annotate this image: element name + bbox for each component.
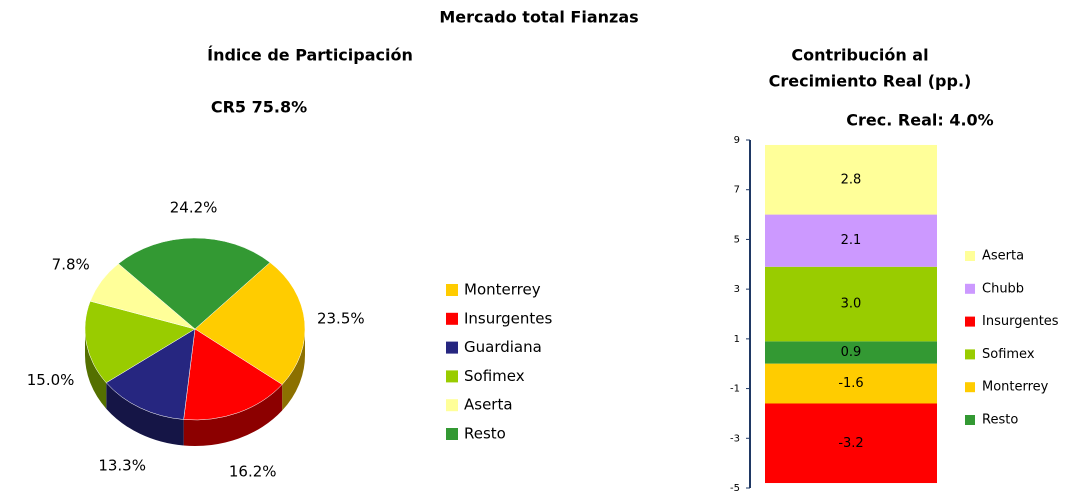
- legend-label: Aserta: [982, 249, 1024, 264]
- bar-segment: [765, 144, 937, 215]
- bar-segment: [765, 266, 937, 342]
- bar-title: Contribución al: [791, 46, 928, 65]
- pie-label: 13.3%: [98, 456, 146, 474]
- y-tick-label: 7: [734, 185, 740, 196]
- y-tick-label: -5: [730, 483, 740, 492]
- pie-slice: [84, 300, 196, 384]
- pie-side: [106, 382, 184, 446]
- pie-side: [85, 329, 107, 409]
- y-tick-label: 1: [734, 334, 740, 345]
- pie-label: 16.2%: [229, 463, 277, 481]
- legend-label: Monterrey: [464, 281, 541, 299]
- legend-swatch: [965, 415, 975, 425]
- legend-swatch: [446, 341, 458, 354]
- legend-label: Resto: [464, 425, 506, 443]
- bar-label: 3.0: [841, 297, 862, 312]
- pie-subtitle: CR5 75.8%: [211, 98, 307, 117]
- y-tick-label: 5: [734, 234, 740, 245]
- pie-slice: [194, 262, 306, 385]
- legend-swatch: [965, 251, 975, 261]
- bar-label: -3.2: [838, 436, 863, 451]
- legend-label: Guardiana: [464, 338, 542, 356]
- pie-label: 24.2%: [170, 198, 218, 216]
- legend-label: Monterrey: [982, 380, 1049, 395]
- legend-label: Chubb: [982, 281, 1024, 296]
- y-tick-label: -3: [730, 433, 740, 444]
- pie-slice: [183, 328, 283, 421]
- legend-label: Sofimex: [982, 347, 1035, 362]
- bar-label: 0.9: [841, 345, 862, 360]
- bar-subtitle: Crec. Real: 4.0%: [846, 111, 993, 130]
- y-tick-label: -1: [730, 384, 740, 395]
- pie-label: 15.0%: [27, 371, 75, 389]
- legend-swatch: [446, 370, 458, 383]
- pie-label: 7.8%: [52, 256, 90, 274]
- y-tick-label: 3: [734, 284, 740, 295]
- bar-title: Crecimiento Real (pp.): [769, 72, 972, 91]
- pie-slice: [118, 237, 271, 330]
- legend-swatch: [446, 284, 458, 296]
- legend-swatch: [446, 399, 458, 412]
- legend-label: Aserta: [464, 396, 513, 414]
- bar-segment: [765, 363, 937, 404]
- pie-side: [183, 384, 283, 446]
- bar-segment: [765, 214, 937, 267]
- legend-swatch: [965, 349, 975, 360]
- bar-label: 2.1: [841, 233, 862, 248]
- legend-swatch: [446, 428, 458, 440]
- bar-label: 2.8: [841, 172, 862, 187]
- legend-label: Insurgentes: [464, 309, 553, 327]
- legend-label: Insurgentes: [982, 314, 1059, 329]
- legend-swatch: [446, 312, 458, 325]
- main-title: Mercado total Fianzas: [439, 8, 638, 27]
- legend-label: Resto: [982, 413, 1018, 428]
- bar-segment: [765, 341, 937, 364]
- legend-swatch: [965, 316, 975, 327]
- legend-label: Sofimex: [464, 367, 525, 385]
- bar-segment: [765, 403, 937, 484]
- pie-title: Índice de Participación: [207, 46, 413, 65]
- bar-label: -1.6: [838, 376, 863, 391]
- legend-swatch: [965, 283, 975, 294]
- pie-slice: [105, 328, 196, 420]
- pie-label: 23.5%: [317, 310, 365, 328]
- legend-swatch: [965, 382, 975, 393]
- y-tick-label: 9: [734, 135, 740, 146]
